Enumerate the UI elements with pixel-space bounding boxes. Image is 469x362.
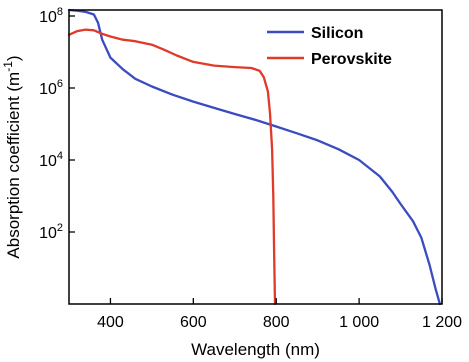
y-axis-title-main: Absorption coefficient (m xyxy=(4,72,23,259)
x-axis-title: Wavelength (nm) xyxy=(191,340,320,359)
y-axis: 102 104 106 108 xyxy=(39,6,75,242)
legend: Silicon Perovskite xyxy=(267,25,392,68)
series-layer xyxy=(67,8,442,306)
x-tick-label: 600 xyxy=(180,314,207,331)
y-axis-title-superscript: -1 xyxy=(1,61,15,72)
x-tick-label: 1 000 xyxy=(339,314,379,331)
series-line-silicon xyxy=(67,8,442,306)
series-line-perovskite xyxy=(67,28,277,306)
y-axis-title: Absorption coefficient (m-1) xyxy=(1,55,23,258)
legend-label-silicon: Silicon xyxy=(311,25,363,42)
y-tick-label: 108 xyxy=(39,6,63,26)
y-tick-label: 104 xyxy=(39,150,63,170)
y-axis-title-tail: ) xyxy=(4,55,23,61)
plot-frame xyxy=(68,9,443,305)
x-axis: 400 600 800 1 000 1 200 xyxy=(97,298,462,331)
x-tick-label: 1 200 xyxy=(422,314,462,331)
x-tick-label: 400 xyxy=(97,314,124,331)
y-tick-label: 102 xyxy=(39,222,63,242)
x-tick-label: 800 xyxy=(263,314,290,331)
legend-label-perovskite: Perovskite xyxy=(311,51,392,68)
y-tick-label: 106 xyxy=(39,78,63,98)
